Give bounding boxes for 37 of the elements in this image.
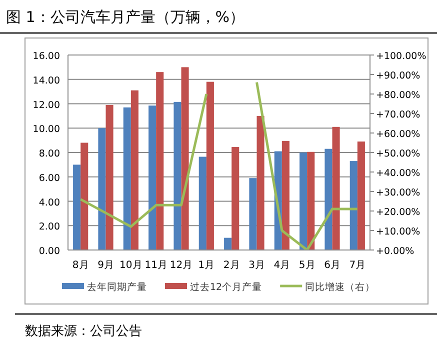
x-tick-label: 11月 [144,260,168,271]
source-note: 数据来源：公司公告 [25,324,142,339]
x-tick-label: 9月 [98,260,114,271]
y2-tick-label: +50.00% [376,148,420,160]
x-tick-label: 1月 [198,260,215,271]
x-tick-label: 7月 [349,260,366,271]
y2-tick-label: +90.00% [376,70,420,82]
y-tick-label: 12.00 [32,100,60,111]
legend-label: 过去12个月产量 [190,281,262,293]
x-tick-label: 5月 [298,260,316,271]
legend-label: 同比增速（右） [305,281,376,293]
y-tick-label: 8.00 [38,148,60,160]
y-tick-label: 16.00 [32,51,60,62]
y-tick-label: 6.00 [38,172,60,184]
y2-tick-label: +40.00% [376,168,420,179]
y-tick-label: 14.00 [32,75,60,86]
y-tick-label: 2.00 [38,222,60,233]
y-tick-label: 10.00 [32,124,60,136]
y2-tick-label: +100.00% [376,51,426,62]
x-tick-label: 3月 [248,260,265,271]
x-tick-label: 12月 [170,260,193,271]
y2-tick-label: +20.00% [376,207,420,218]
y2-tick-label: +60.00% [376,129,420,140]
x-tick-label: 4月 [274,260,290,271]
x-tick-label: 2月 [223,260,240,271]
legend-label: 去年同期产量 [87,281,147,293]
y2-tick-label: +0.00% [376,246,414,257]
x-tick-label: 6月 [324,260,340,271]
y2-tick-label: +30.00% [376,188,420,198]
x-tick-label: 10月 [120,260,142,271]
chart-title: 图 1：公司汽车月产量（万辆，%） [6,8,245,26]
y2-tick-label: +70.00% [376,110,420,120]
y2-tick-label: +10.00% [376,226,420,238]
y-tick-label: 0.00 [38,246,60,257]
y2-tick-label: +80.00% [376,90,420,101]
x-tick-label: 8月 [72,260,89,271]
y-tick-label: 4.00 [38,197,60,208]
